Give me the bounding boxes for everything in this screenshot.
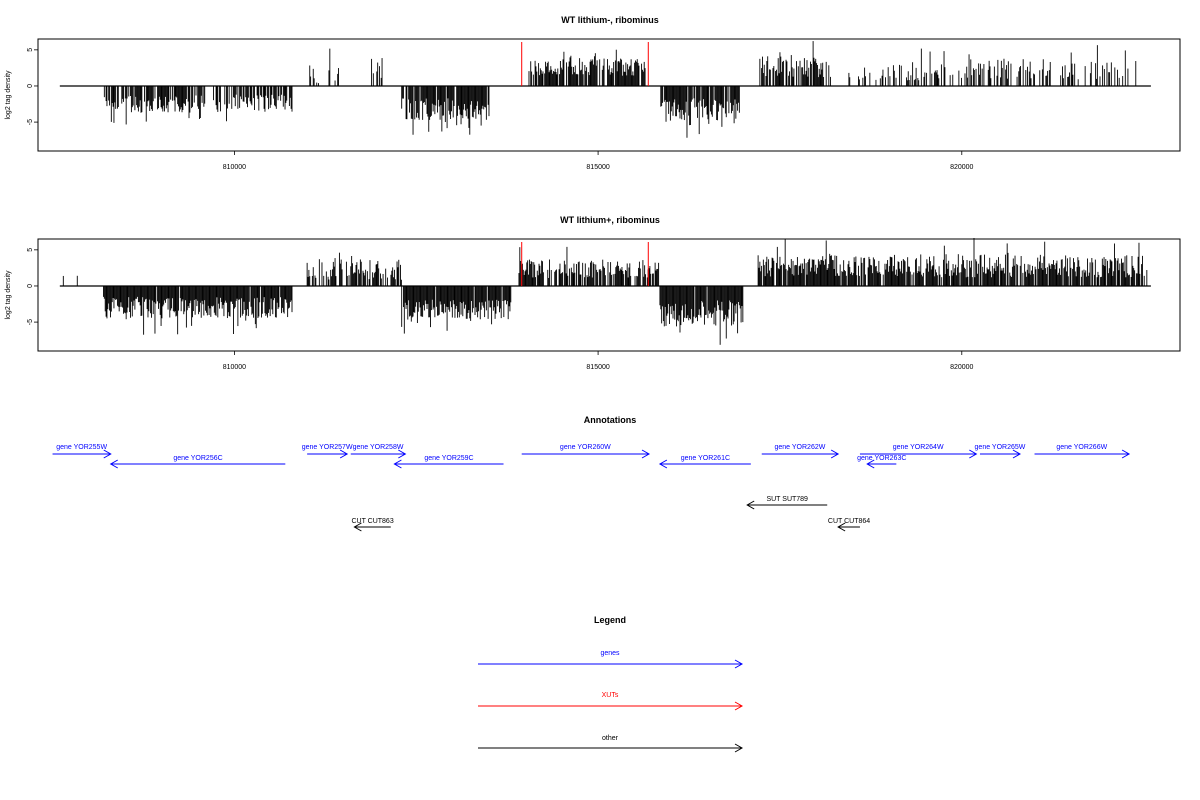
feature-arrowhead (641, 449, 651, 459)
y-axis: -5 0 5 (27, 248, 38, 325)
legend-item-xuts: XUTs (478, 692, 744, 711)
feature-arrowhead (734, 701, 744, 711)
legend-label-other: other (602, 735, 619, 742)
legend-item-other: other (478, 735, 744, 753)
annotation-gene-yor255w: gene YOR255W (52, 444, 112, 459)
y-axis-label: log2 tag density (5, 270, 12, 320)
y-tick-label: 5 (27, 248, 34, 252)
annotation-label: CUT CUT864 (828, 518, 870, 525)
annotation-gene-yor259c: gene YOR259C (393, 455, 504, 469)
x-tick-label: 820000 (950, 164, 973, 171)
feature-arrowhead (837, 522, 846, 532)
annotation-cut-cut863: CUT CUT863 (351, 518, 394, 532)
annotation-sut-sut789: SUT SUT789 (746, 496, 828, 510)
feature-arrowhead (734, 743, 744, 753)
density-bars (59, 41, 1151, 138)
annotation-label: gene YOR263C (857, 455, 906, 462)
annotation-label: gene YOR255W (56, 444, 107, 451)
x-tick-label: 815000 (586, 364, 609, 371)
feature-arrowhead (1012, 449, 1021, 459)
plot-frame (37, 38, 1181, 152)
annotation-gene-yor263c: gene YOR263C (857, 455, 906, 469)
annotation-gene-yor266w: gene YOR266W (1034, 444, 1131, 459)
y-tick-label: -5 (27, 119, 34, 125)
legend-title: Legend (594, 615, 626, 625)
panel-title: WT lithium-, ribominus (561, 15, 659, 25)
annotation-gene-yor257w: gene YOR257W (302, 444, 353, 459)
legend-label-xuts: XUTs (602, 692, 619, 699)
feature-arrowhead (658, 459, 668, 469)
annotation-gene-yor265w: gene YOR265W (975, 444, 1026, 459)
feature-arrowhead (339, 449, 349, 459)
feature-arrowhead (398, 449, 407, 459)
annotation-label: gene YOR260W (560, 444, 611, 451)
legend-arrow (478, 701, 744, 711)
feature-arrowhead (746, 500, 755, 510)
feature-arrowhead (1121, 449, 1131, 459)
x-tick-label: 810000 (223, 164, 246, 171)
feature-arrowhead (103, 449, 112, 459)
x-axis: 810000 815000 820000 (223, 351, 974, 371)
annotation-label: gene YOR256C (173, 455, 222, 462)
annotation-label: gene YOR258W (353, 444, 404, 451)
xut-markers (521, 242, 649, 286)
y-axis: -5 0 5 (27, 48, 38, 125)
feature-arrowhead (969, 449, 978, 459)
annotation-gene-yor264w: gene YOR264W (859, 444, 978, 459)
x-axis: 810000 815000 820000 (223, 151, 974, 171)
legend-label-genes: genes (600, 650, 620, 657)
plot-frame (37, 238, 1181, 352)
density-panel-lithium-plus: WT lithium+, ribominus log2 tag density … (5, 215, 1181, 371)
feature-arrowhead (353, 522, 362, 532)
annotation-label: gene YOR259C (424, 455, 473, 462)
legend-item-genes: genes (478, 650, 744, 669)
xut-markers (521, 42, 649, 86)
annotation-label: gene YOR266W (1056, 444, 1107, 451)
annotation-label: gene YOR265W (975, 444, 1026, 451)
feature-arrowhead (109, 459, 118, 469)
annotation-label: gene YOR264W (893, 444, 944, 451)
annotation-gene-yor261c: gene YOR261C (658, 455, 751, 469)
annotation-gene-yor256c: gene YOR256C (109, 455, 286, 469)
density-panel-lithium-minus: WT lithium-, ribominus log2 tag density … (5, 15, 1181, 171)
legend: Legend genes XUTs other (478, 615, 744, 753)
annotation-cut-cut864: CUT CUT864 (828, 518, 870, 532)
annotation-gene-yor260w: gene YOR260W (521, 444, 651, 459)
panel-title: WT lithium+, ribominus (560, 215, 660, 225)
x-tick-label: 815000 (586, 164, 609, 171)
annotations-title: Annotations (584, 415, 637, 425)
feature-arrowhead (393, 459, 402, 469)
feature-arrowhead (866, 459, 875, 469)
feature-arrowhead (734, 659, 744, 669)
density-bars (59, 237, 1151, 345)
annotation-gene-yor262w: gene YOR262W (761, 444, 840, 459)
feature-arrowhead (830, 449, 840, 459)
y-tick-label: -5 (27, 319, 34, 325)
y-tick-label: 5 (27, 48, 34, 52)
x-tick-label: 820000 (950, 364, 973, 371)
annotation-label: gene YOR262W (775, 444, 826, 451)
annotation-gene-yor258w: gene YOR258W (350, 444, 407, 459)
annotation-label: gene YOR257W (302, 444, 353, 451)
legend-arrow (478, 659, 744, 669)
y-axis-label: log2 tag density (5, 70, 12, 120)
x-tick-label: 810000 (223, 364, 246, 371)
annotation-label: gene YOR261C (681, 455, 730, 462)
y-tick-label: 0 (27, 284, 34, 288)
annotation-label: CUT CUT863 (351, 518, 393, 525)
legend-arrow (478, 743, 744, 753)
annotations-panel: Annotations gene YOR255W gene YOR256C gene… (52, 415, 1131, 532)
y-tick-label: 0 (27, 84, 34, 88)
annotation-label: SUT SUT789 (766, 496, 808, 503)
